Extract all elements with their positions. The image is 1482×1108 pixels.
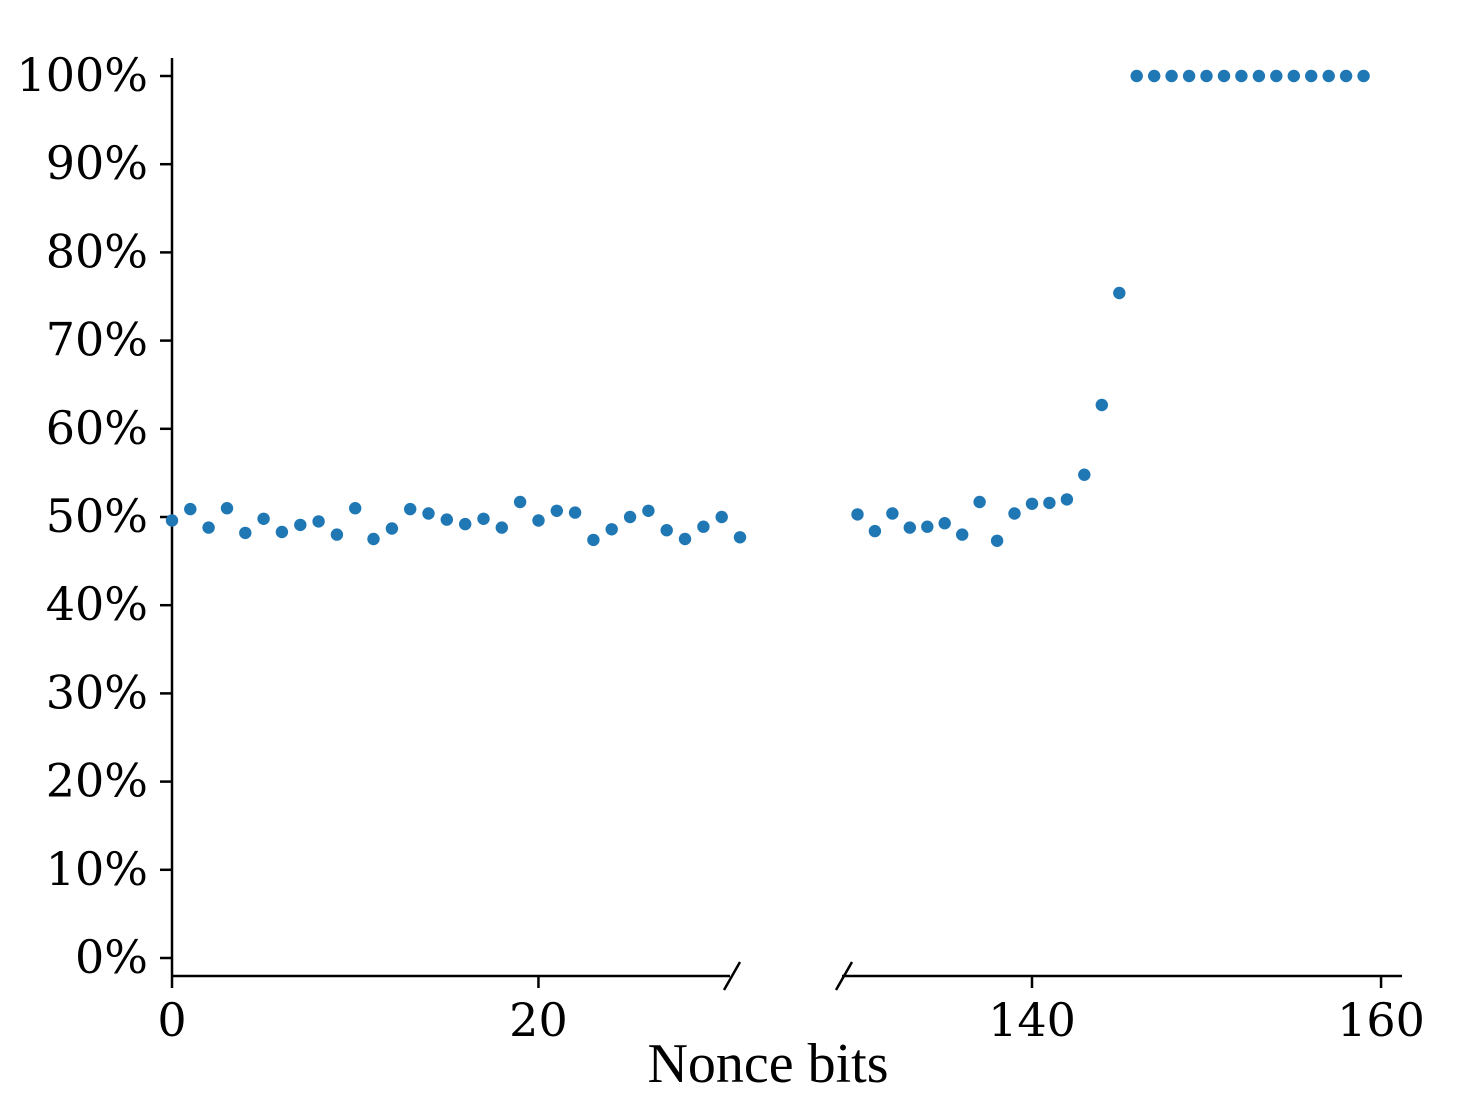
data-point	[257, 512, 270, 525]
data-point	[1252, 69, 1266, 83]
data-points	[165, 69, 1370, 547]
data-point	[973, 495, 986, 509]
y-tick-label: 20%	[46, 754, 148, 808]
axis-break-mark-right	[834, 961, 854, 991]
data-point	[532, 514, 545, 527]
data-point	[733, 531, 747, 544]
y-tick-label: 100%	[16, 48, 148, 102]
data-point	[1060, 493, 1074, 506]
y-tick-label: 80%	[46, 224, 148, 278]
data-point	[367, 532, 380, 546]
data-point	[349, 502, 362, 515]
data-point	[1078, 468, 1091, 481]
data-point	[422, 507, 435, 520]
x-tick-label: 160	[1337, 993, 1425, 1047]
y-axis: 0% 10% 20% 30% 40% 50% 60% 70% 80% 90% 100%	[16, 48, 174, 984]
data-point	[1043, 496, 1056, 510]
axis-break-mark-left	[722, 961, 742, 991]
data-point	[184, 502, 197, 516]
data-point	[1305, 69, 1318, 83]
x-axis: 0 20 140 160	[157, 961, 1425, 1047]
data-point	[938, 517, 951, 530]
y-tick-label: 60%	[46, 401, 148, 455]
data-point	[312, 515, 325, 528]
x-tick-label: 140	[988, 993, 1076, 1047]
data-point	[678, 532, 692, 546]
data-point	[202, 521, 215, 534]
y-tick-label: 0%	[75, 930, 148, 984]
x-axis-title: Nonce bits	[647, 1033, 888, 1095]
data-point	[715, 510, 728, 524]
y-tick-label: 90%	[46, 136, 148, 190]
data-point	[956, 528, 969, 541]
data-point	[385, 522, 399, 535]
x-tick-label: 0	[157, 993, 186, 1047]
data-point	[330, 528, 344, 541]
data-point	[1165, 69, 1178, 83]
data-point	[440, 513, 453, 526]
data-point	[903, 521, 916, 534]
data-point	[220, 502, 234, 515]
data-point	[851, 508, 864, 521]
data-point	[495, 521, 508, 534]
data-point	[1182, 69, 1196, 83]
data-point	[1217, 69, 1231, 83]
data-point	[1339, 69, 1353, 83]
data-point	[1200, 69, 1213, 83]
data-point	[239, 526, 252, 540]
data-point	[587, 533, 600, 547]
data-point	[1095, 398, 1109, 412]
data-point	[1270, 69, 1283, 83]
y-tick-label: 70%	[46, 313, 148, 367]
data-point	[1130, 69, 1143, 83]
data-point	[294, 518, 307, 532]
data-point	[275, 525, 289, 539]
data-point	[886, 507, 899, 520]
data-point	[477, 512, 490, 525]
data-point	[513, 495, 527, 509]
data-point	[1113, 286, 1126, 300]
y-tick-label: 30%	[46, 665, 148, 719]
data-point	[1357, 69, 1370, 83]
y-tick-label: 50%	[46, 489, 148, 543]
data-point	[1235, 69, 1248, 83]
data-point	[1025, 497, 1039, 510]
data-point	[868, 524, 882, 538]
data-point	[623, 510, 637, 524]
data-point	[642, 504, 655, 517]
data-point	[660, 524, 673, 537]
data-point	[697, 520, 710, 533]
x-tick-label: 20	[509, 993, 568, 1047]
y-tick-label: 40%	[46, 577, 148, 631]
data-point	[605, 523, 618, 536]
data-point	[1148, 69, 1161, 83]
data-point	[1287, 69, 1301, 83]
data-point	[990, 534, 1004, 547]
data-point	[921, 520, 934, 533]
data-point	[568, 506, 582, 519]
data-point	[1008, 507, 1021, 520]
data-point	[459, 517, 472, 531]
data-point	[550, 504, 563, 517]
data-point	[404, 502, 417, 516]
data-point	[1322, 69, 1335, 83]
data-point	[165, 514, 179, 527]
y-tick-label: 10%	[46, 842, 148, 896]
